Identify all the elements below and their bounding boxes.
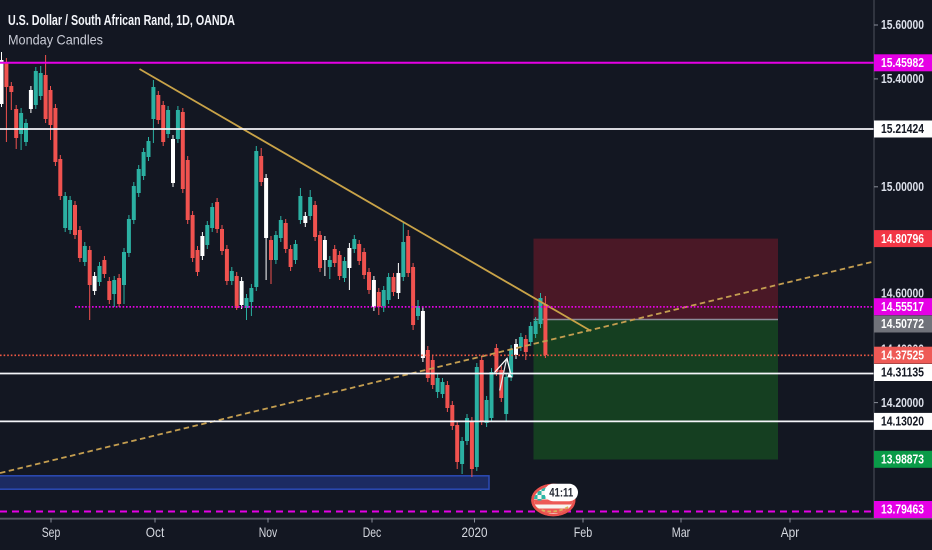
svg-text:U.S. Dollar / South African Ra: U.S. Dollar / South African Rand, 1D, OA… — [8, 12, 235, 29]
svg-text:Apr: Apr — [781, 524, 800, 540]
svg-text:15.45982: 15.45982 — [881, 56, 924, 70]
svg-text:Oct: Oct — [146, 524, 165, 540]
svg-text:14.13020: 14.13020 — [881, 415, 924, 429]
svg-text:13.98873: 13.98873 — [881, 453, 924, 467]
svg-text:14.31135: 14.31135 — [881, 366, 924, 380]
svg-text:14.60000: 14.60000 — [881, 287, 924, 301]
svg-text:13.79463: 13.79463 — [881, 503, 924, 517]
svg-text:Nov: Nov — [259, 524, 278, 540]
svg-text:Mar: Mar — [672, 524, 691, 540]
svg-text:15.00000: 15.00000 — [881, 180, 924, 194]
svg-text:14.55517: 14.55517 — [881, 300, 924, 314]
svg-text:14.20000: 14.20000 — [881, 396, 924, 410]
svg-text:Dec: Dec — [363, 524, 382, 540]
svg-text:41:11: 41:11 — [549, 486, 573, 500]
svg-text:14.80796: 14.80796 — [881, 232, 924, 246]
svg-text:15.21424: 15.21424 — [881, 122, 924, 136]
svg-text:15.40000: 15.40000 — [881, 72, 924, 86]
svg-text:Monday Candles: Monday Candles — [8, 32, 103, 48]
svg-text:Feb: Feb — [574, 524, 593, 540]
svg-text:14.50772: 14.50772 — [881, 317, 924, 331]
svg-text:14.37525: 14.37525 — [881, 348, 924, 362]
svg-text:15.60000: 15.60000 — [881, 18, 924, 32]
svg-text:2020: 2020 — [462, 524, 488, 540]
svg-text:Sep: Sep — [42, 524, 61, 540]
